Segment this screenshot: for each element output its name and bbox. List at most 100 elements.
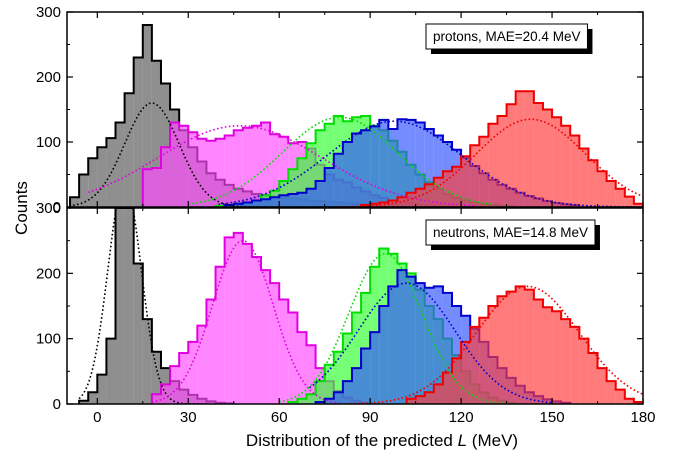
neutrons-bar [425,288,434,404]
legend-label-neutrons: neutrons, MAE=14.8 MeV [433,225,588,240]
neutrons-bar [443,373,452,404]
x-axis-label: Distribution of the predicted L (MeV) [246,431,518,450]
neutrons-bar [288,313,297,404]
protons-bar [507,104,516,207]
x-axis-label-variable: L [458,431,467,450]
x-tick-label: 150 [540,409,565,426]
neutrons-bar [97,375,106,404]
protons-bar [534,103,543,207]
x-tick-label: 120 [449,409,474,426]
neutrons-bar [534,299,543,404]
x-axis-label-suffix: (MeV) [467,431,518,450]
y-tick-label: 200 [36,265,61,282]
protons-bar [598,171,607,207]
protons-bar [425,184,434,207]
neutrons-bar [134,264,143,404]
protons-bar [416,189,425,207]
neutrons-bar [216,267,225,404]
protons-bar [261,199,270,207]
neutrons-bar [379,306,388,404]
x-tick-label: 90 [362,409,379,426]
neutrons-bar [243,244,252,404]
neutrons-bar [361,348,370,404]
y-tick-label: 200 [36,69,61,86]
protons-bar [525,91,534,207]
protons-bar [361,130,370,207]
protons-bar [288,194,297,207]
protons-bar [443,171,452,207]
neutrons-bar [607,381,616,404]
y-tick-label: 100 [36,331,61,348]
neutrons-bar [188,342,197,404]
y-tick-label: 100 [36,134,61,151]
protons-bar [179,126,188,207]
neutrons-bar [479,318,488,404]
protons-bar [516,91,525,207]
protons-legend: protons, MAE=20.4 MeV [426,24,592,54]
protons-bar [197,139,206,207]
x-tick-label: 0 [93,409,101,426]
protons-bar [225,136,234,208]
neutrons-bar [407,277,416,404]
neutrons-bar [316,381,325,404]
protons-bar [325,168,334,207]
neutrons-bar [516,286,525,404]
protons-bar [243,128,252,207]
neutrons-bar [116,208,125,404]
neutrons-bar [270,283,279,404]
protons-bar [352,134,361,207]
neutrons-bar [170,366,179,404]
protons-bar [188,132,197,207]
protons-bar [625,197,634,207]
protons-bar [306,189,315,207]
neutrons-bar [143,319,152,404]
neutrons-bar [579,339,588,404]
protons-bar [270,197,279,207]
neutrons-bar [552,311,561,404]
protons-bar [134,58,143,208]
neutrons-bar [370,332,379,404]
protons-bar [379,120,388,207]
neutrons-bar [525,290,534,404]
neutrons-bar [470,327,479,404]
neutrons-bar [543,307,552,404]
protons-bar [143,169,152,207]
protons-bar [97,147,106,207]
neutrons-bar [598,368,607,404]
neutrons-bar [588,353,597,404]
neutrons-bar [306,394,315,404]
protons-bar [470,145,479,207]
neutrons-bar [570,327,579,404]
protons-bar [616,189,625,207]
neutrons-bar [452,358,461,404]
x-tick-label: 60 [271,409,288,426]
protons-bar [552,117,561,207]
protons-bar [488,124,497,207]
x-tick-label: 180 [630,409,655,426]
protons-bar [397,197,406,207]
neutrons-bar [197,326,206,404]
neutrons-bar [425,392,434,404]
protons-bar [543,110,552,208]
neutrons-bar [616,390,625,404]
neutrons-bar [397,270,406,404]
neutrons-bar [206,299,215,404]
neutrons-bar [106,339,115,404]
protons-bar [607,181,616,207]
x-tick-label: 30 [180,409,197,426]
neutrons-bar [352,368,361,404]
protons-bar [125,93,134,207]
y-tick-label: 0 [53,396,61,413]
protons-bar [170,123,179,208]
protons-bar [297,193,306,207]
protons-bar [579,149,588,208]
protons-bar [334,154,343,207]
neutrons-bar [252,257,261,404]
protons-panel: 0 100 200 300 protons, MAE=20.4 MeV [36,4,643,216]
neutrons-bar [388,286,397,404]
protons-bar [588,160,597,207]
protons-bar [497,116,506,207]
protons-bar [316,181,325,207]
